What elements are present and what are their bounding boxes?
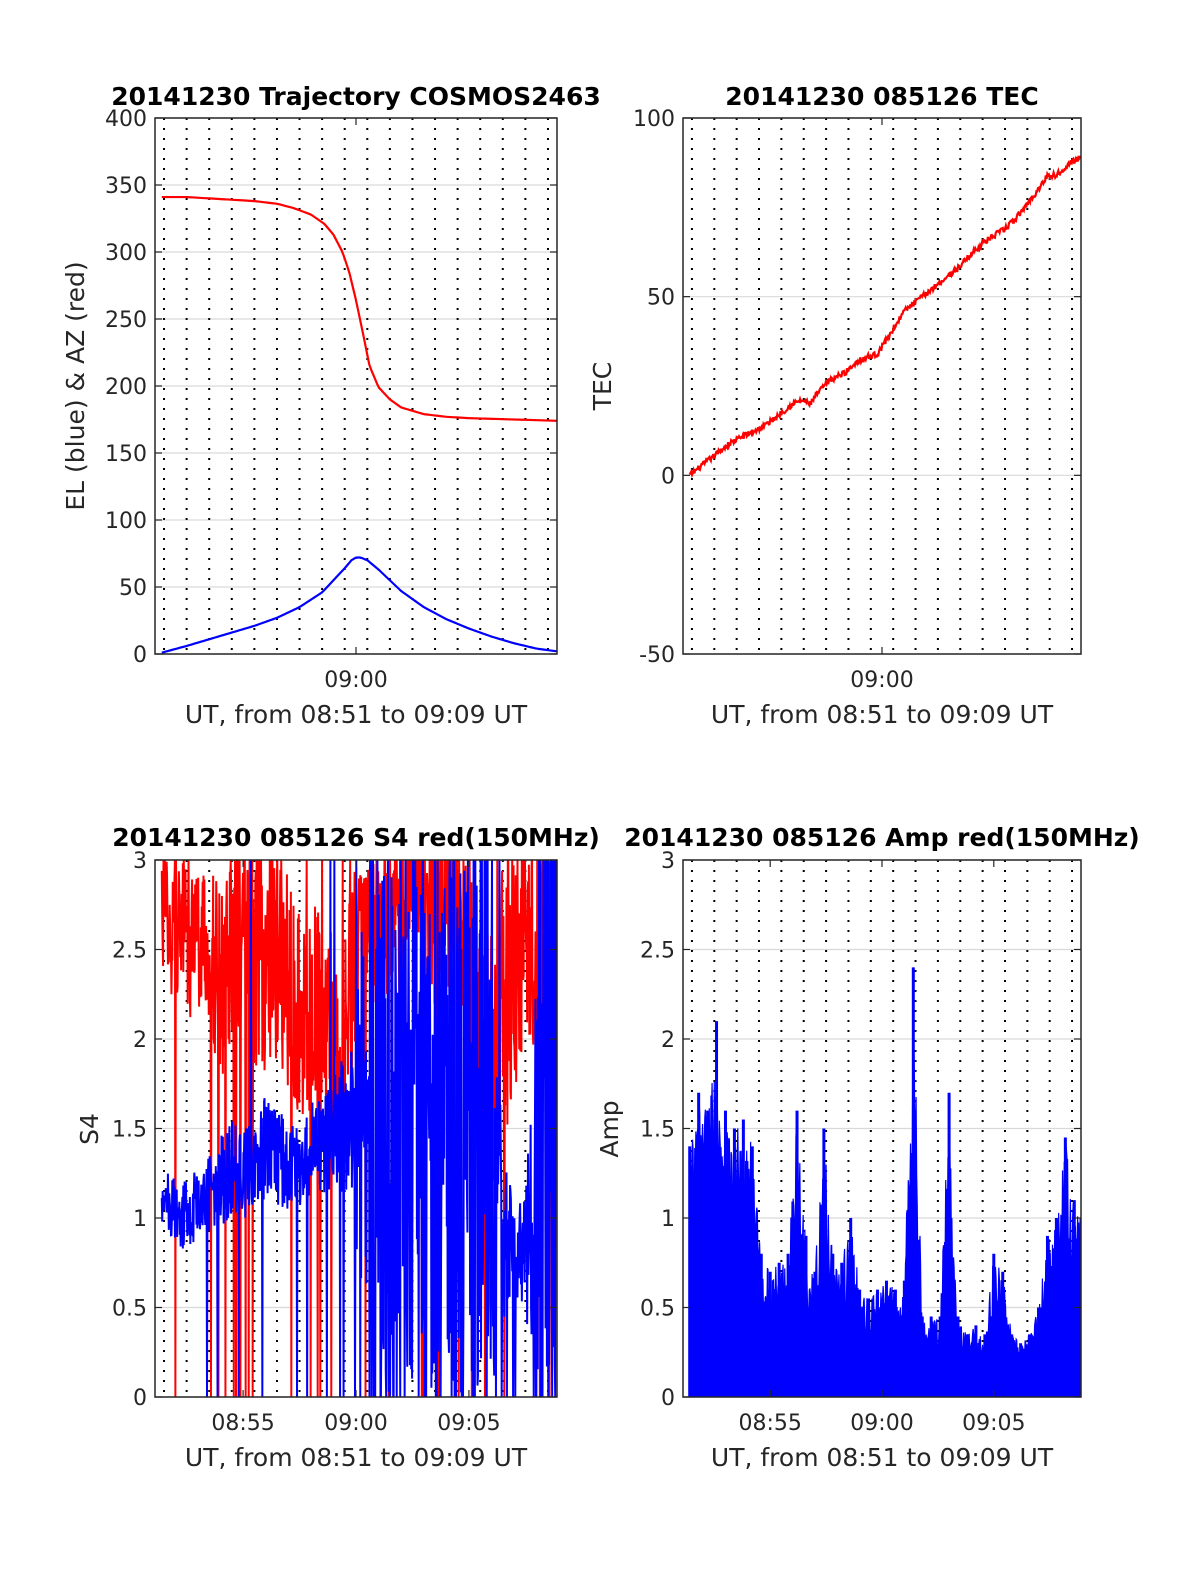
xtick-label: 09:00	[850, 668, 913, 693]
trajectory-ylabel: EL (blue) & AZ (red)	[61, 261, 90, 510]
tec-plot-area	[688, 155, 1081, 479]
ytick-label: 0.5	[112, 1297, 147, 1322]
ytick-label: 1	[133, 1207, 147, 1232]
tec-series-red	[688, 155, 1081, 479]
s4-series-blue	[160, 860, 557, 1397]
trajectory-series-red	[161, 195, 557, 422]
ytick-label: 3	[133, 849, 147, 874]
panel-trajectory: 0 50 100 150 200 250 300 350 400 09:00 20141230 T…	[61, 82, 601, 729]
tec-ylabel: TEC	[588, 362, 617, 412]
panel-tec: -50 0 50 100 09:00 20141230 085126 TEC UT, f…	[588, 82, 1082, 729]
ytick-label: 350	[105, 174, 147, 199]
ytick-label: 100	[633, 107, 675, 132]
panel-amp: 0 0.5 1 1.5 2 2.5 3 08:55 09:00 09:05 20141230 08…	[595, 823, 1140, 1472]
xtick-label: 08:55	[738, 1411, 801, 1436]
s4-ticks: 0 0.5 1 1.5 2 2.5 3 08:55 09:00 09:05	[112, 849, 557, 1436]
trajectory-plot-area	[161, 195, 557, 654]
ytick-label: 0.5	[640, 1297, 675, 1322]
s4-title: 20141230 085126 S4 red(150MHz)	[112, 823, 600, 852]
xtick-label: 09:00	[850, 1411, 913, 1436]
trajectory-xlabel: UT, from 08:51 to 09:09 UT	[185, 700, 528, 729]
ytick-label: 0	[133, 1386, 147, 1411]
trajectory-ticks: 0 50 100 150 200 250 300 350 400 09:00	[105, 107, 557, 693]
s4-plot-area	[160, 860, 557, 1397]
trajectory-series-group	[161, 195, 557, 654]
s4-series-group	[160, 860, 557, 1397]
ytick-label: 50	[119, 576, 147, 601]
ytick-label: 50	[647, 286, 675, 311]
ytick-label: 100	[105, 509, 147, 534]
tec-ticks: -50 0 50 100 09:00	[633, 107, 1081, 693]
ytick-label: 0	[133, 643, 147, 668]
ytick-label: 2.5	[640, 939, 675, 964]
amp-xlabel: UT, from 08:51 to 09:09 UT	[711, 1443, 1054, 1472]
xtick-label: 09:00	[324, 1411, 387, 1436]
tec-xlabel: UT, from 08:51 to 09:09 UT	[711, 700, 1054, 729]
amp-plot-area	[688, 967, 1081, 1397]
tec-title: 20141230 085126 TEC	[725, 82, 1038, 111]
ytick-label: 1	[661, 1207, 675, 1232]
ytick-label: -50	[639, 643, 675, 668]
xtick-label: 08:55	[211, 1411, 274, 1436]
tec-series-group	[688, 155, 1081, 479]
ytick-label: 1.5	[640, 1118, 675, 1143]
amp-ticks: 0 0.5 1 1.5 2 2.5 3 08:55 09:00 09:05	[640, 849, 1081, 1436]
xtick-label: 09:05	[437, 1411, 500, 1436]
xtick-label: 09:00	[324, 668, 387, 693]
ytick-label: 150	[105, 442, 147, 467]
ytick-label: 1.5	[112, 1118, 147, 1143]
ytick-label: 400	[105, 107, 147, 132]
ytick-label: 2.5	[112, 939, 147, 964]
ytick-label: 2	[661, 1028, 675, 1053]
ytick-label: 200	[105, 375, 147, 400]
trajectory-series-blue	[161, 556, 557, 654]
amp-ylabel: Amp	[595, 1100, 624, 1157]
panel-s4: 0 0.5 1 1.5 2 2.5 3 08:55 09:00 09:05 20141230 08…	[75, 823, 600, 1472]
s4-ylabel: S4	[75, 1113, 104, 1145]
amp-series-group	[688, 967, 1081, 1397]
ytick-label: 2	[133, 1028, 147, 1053]
amp-series-blue-peaks	[688, 967, 1081, 1397]
ytick-label: 250	[105, 308, 147, 333]
ytick-label: 300	[105, 241, 147, 266]
ytick-label: 0	[661, 464, 675, 489]
s4-xlabel: UT, from 08:51 to 09:09 UT	[185, 1443, 528, 1472]
amp-title: 20141230 085126 Amp red(150MHz)	[624, 823, 1140, 852]
trajectory-title: 20141230 Trajectory COSMOS2463	[111, 82, 601, 111]
ytick-label: 0	[661, 1386, 675, 1411]
xtick-label: 09:05	[962, 1411, 1025, 1436]
ytick-label: 3	[661, 849, 675, 874]
